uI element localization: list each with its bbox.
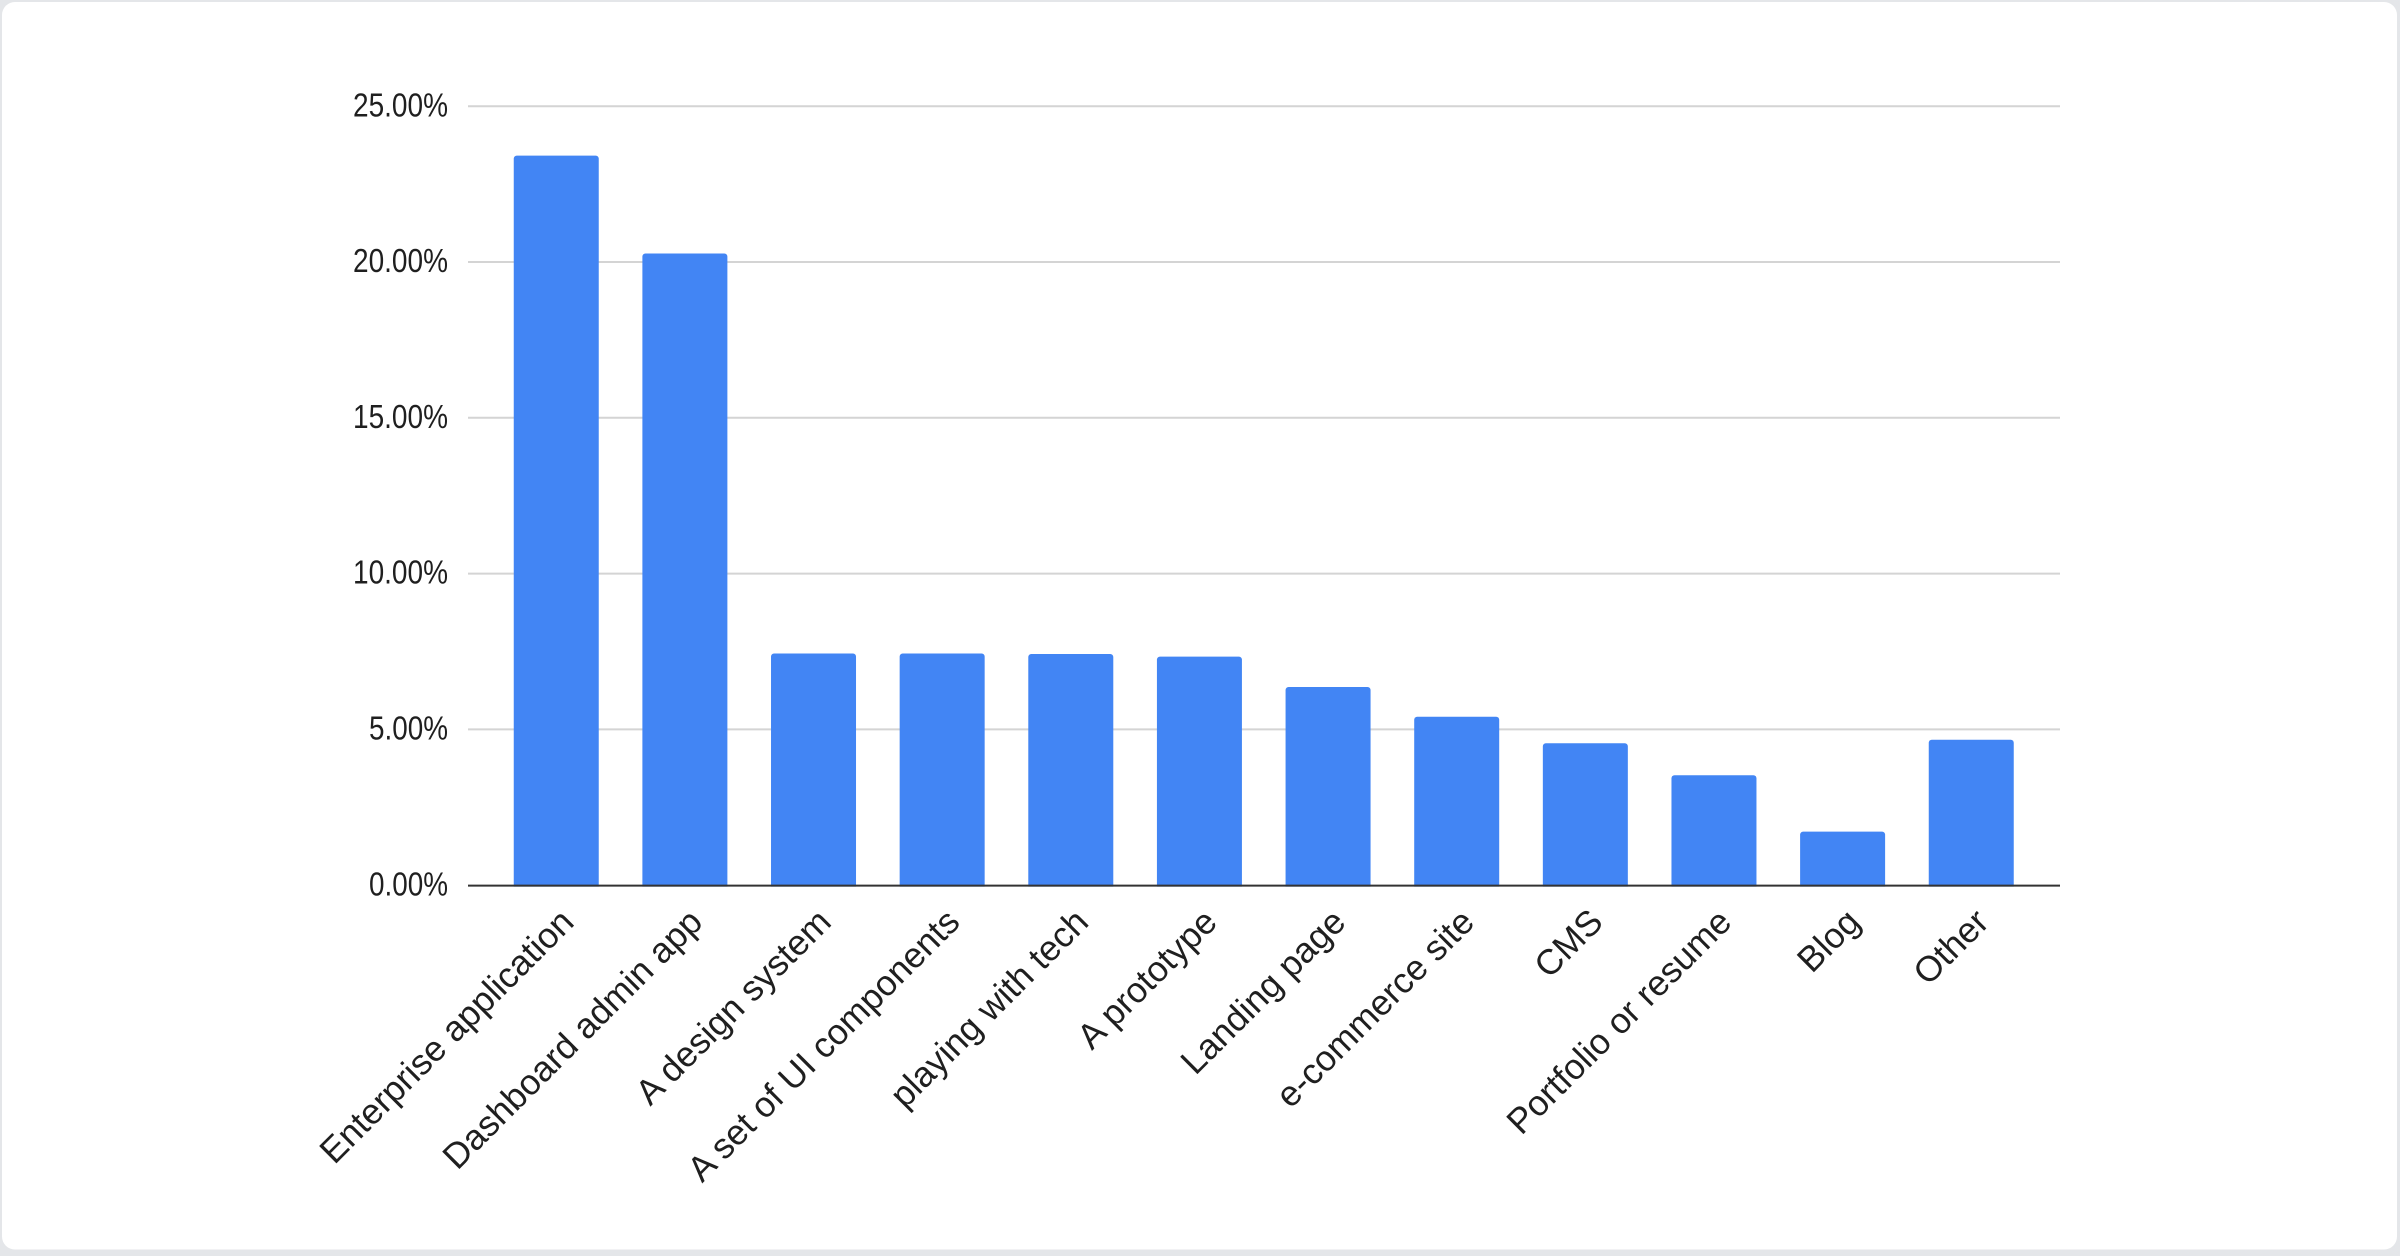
svg-text:10.00%: 10.00% [353, 555, 448, 592]
svg-text:0.00%: 0.00% [369, 867, 448, 904]
svg-text:20.00%: 20.00% [353, 243, 448, 280]
svg-text:25.00%: 25.00% [353, 87, 448, 124]
svg-text:5.00%: 5.00% [369, 710, 448, 747]
svg-text:15.00%: 15.00% [353, 399, 448, 436]
